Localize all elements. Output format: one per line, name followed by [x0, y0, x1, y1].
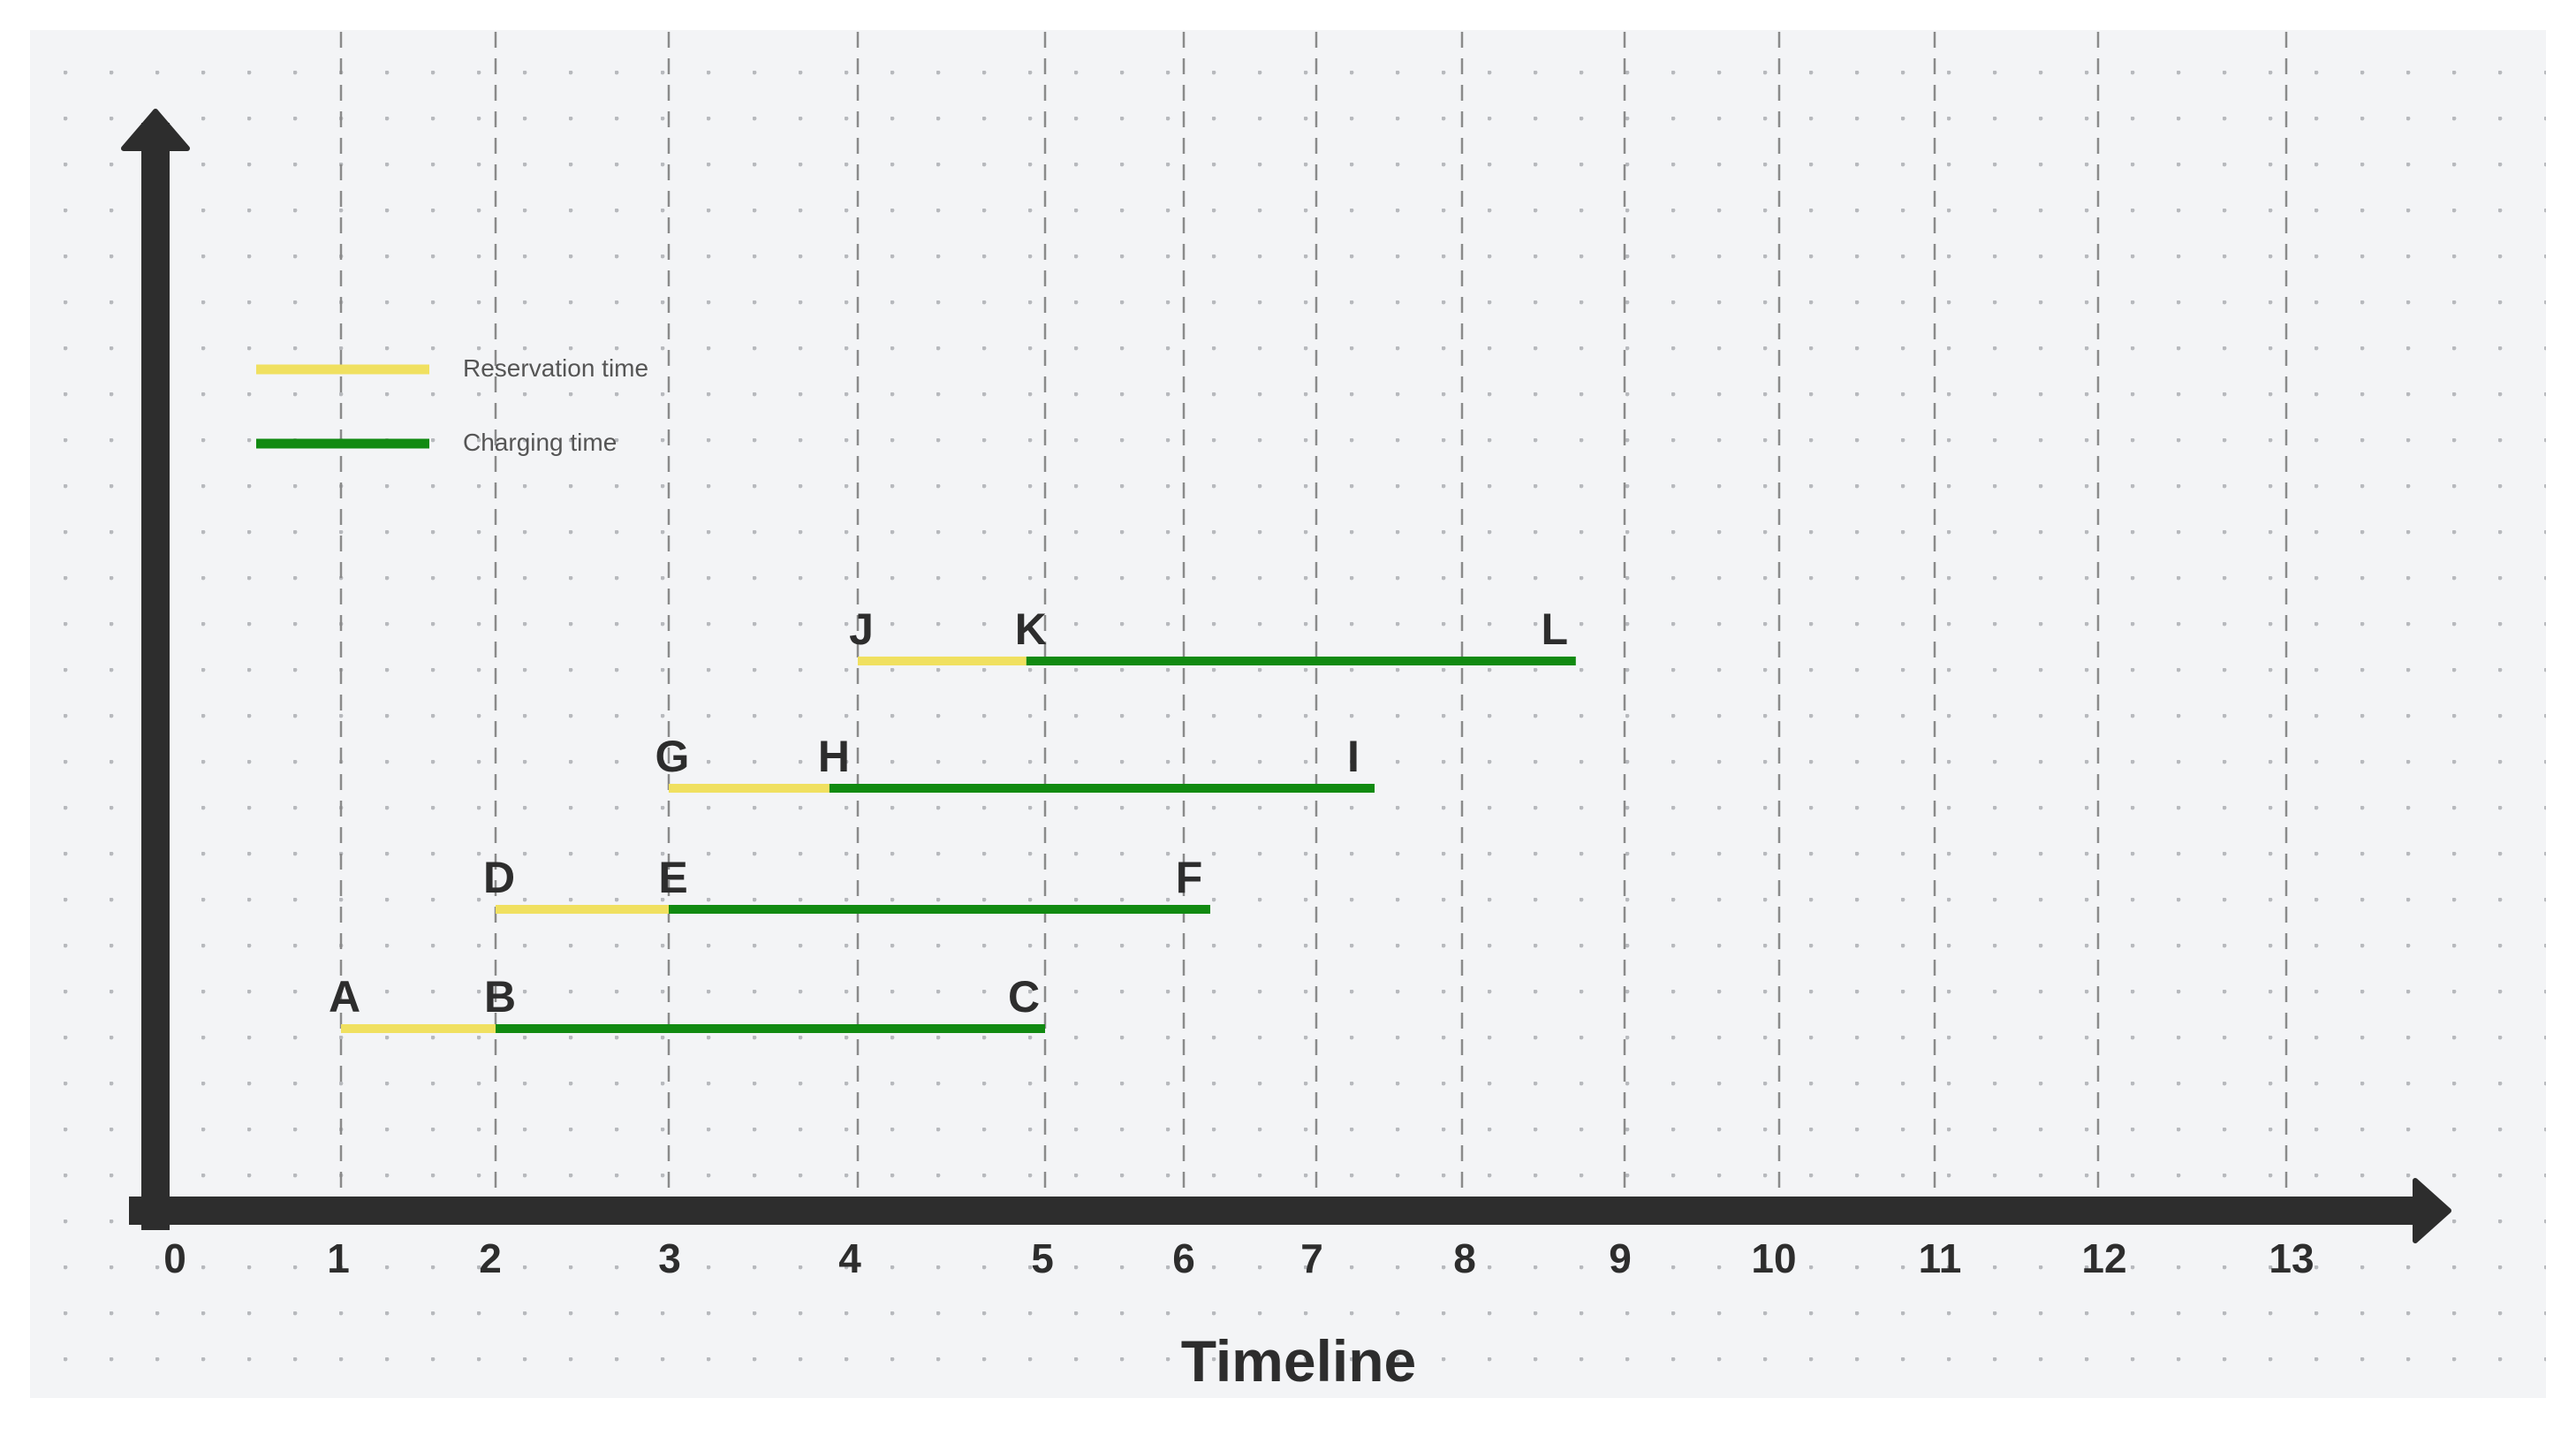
tick-label-2: 2	[479, 1235, 502, 1281]
tick-label-9: 9	[1609, 1235, 1632, 1281]
point-label-C: C	[1008, 972, 1040, 1022]
point-label-K: K	[1015, 604, 1047, 654]
point-label-F: F	[1176, 853, 1203, 902]
tick-label-8: 8	[1453, 1235, 1476, 1281]
point-label-B: B	[484, 972, 516, 1022]
point-label-A: A	[329, 972, 360, 1022]
point-label-J: J	[849, 604, 874, 654]
tick-labels: 0 1 2 3 4 5 6 7 8 9 10 11 12 13	[163, 1235, 2314, 1281]
legend-label-charging: Charging time	[463, 429, 617, 456]
tick-label-10: 10	[1751, 1235, 1796, 1281]
point-label-L: L	[1542, 604, 1569, 654]
time-bars	[341, 657, 1576, 1033]
tick-label-0: 0	[163, 1235, 186, 1281]
tick-label-1: 1	[327, 1235, 350, 1281]
tick-label-12: 12	[2081, 1235, 2126, 1281]
point-label-D: D	[483, 853, 515, 902]
x-axis-arrowhead	[2413, 1178, 2451, 1243]
vertical-gridlines	[339, 32, 2288, 1195]
legend-label-reservation: Reservation time	[463, 354, 648, 382]
tick-label-3: 3	[658, 1235, 681, 1281]
tick-label-4: 4	[838, 1235, 861, 1281]
tick-label-13: 13	[2269, 1235, 2314, 1281]
axes	[121, 109, 2451, 1243]
dot-grid	[30, 30, 2546, 1398]
tick-label-11: 11	[1919, 1235, 1962, 1281]
point-label-G: G	[655, 732, 690, 781]
tick-label-7: 7	[1300, 1235, 1323, 1281]
x-axis-title: Timeline	[1181, 1328, 1417, 1394]
tick-label-6: 6	[1172, 1235, 1195, 1281]
legend: Reservation time Charging time	[256, 354, 648, 456]
tick-label-5: 5	[1031, 1235, 1054, 1281]
point-label-E: E	[658, 853, 687, 902]
y-axis-arrowhead	[121, 109, 190, 151]
point-label-I: I	[1347, 732, 1360, 781]
point-label-H: H	[818, 732, 850, 781]
point-labels: A B C D E F G H I J K L	[329, 604, 1568, 1022]
